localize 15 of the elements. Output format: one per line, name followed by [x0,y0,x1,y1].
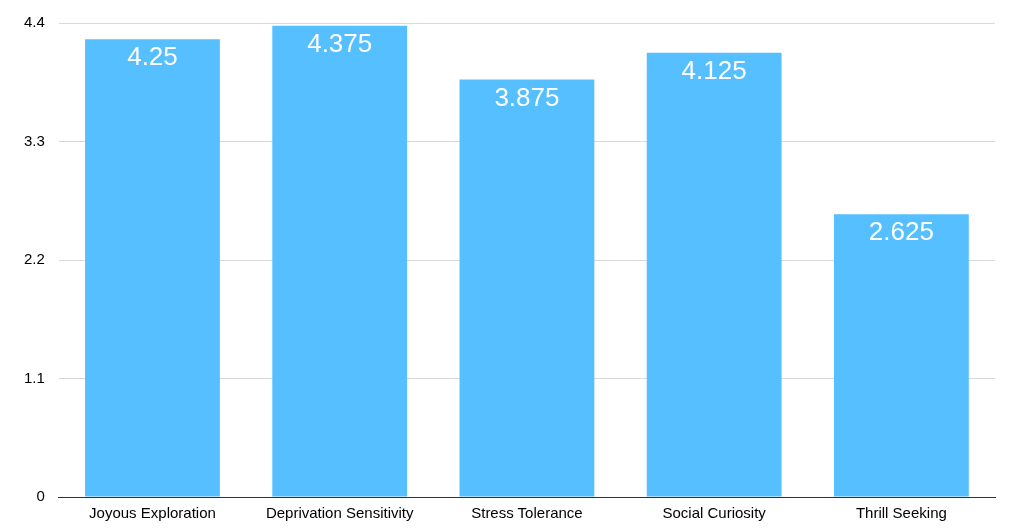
x-tick-label: Social Curiosity [662,504,767,522]
y-tick-label: 4.4 [23,13,45,31]
data-label: 4.25 [127,41,178,72]
data-label: 2.625 [868,216,934,247]
data-label: 3.875 [494,81,560,112]
data-label: 4.375 [307,27,373,58]
y-tick-label: 0 [36,487,45,505]
x-tick-label: Deprivation Sensitivity [265,504,414,522]
x-tick-label: Joyous Exploration [89,504,216,522]
x-tick-label: Thrill Seeking [855,504,947,522]
y-tick-label: 2.2 [23,250,45,268]
data-label: 4.125 [681,54,747,85]
x-tick-label: Stress Tolerance [471,504,583,522]
y-tick-label: 3.3 [23,131,45,149]
y-tick-label: 1.1 [23,368,45,386]
